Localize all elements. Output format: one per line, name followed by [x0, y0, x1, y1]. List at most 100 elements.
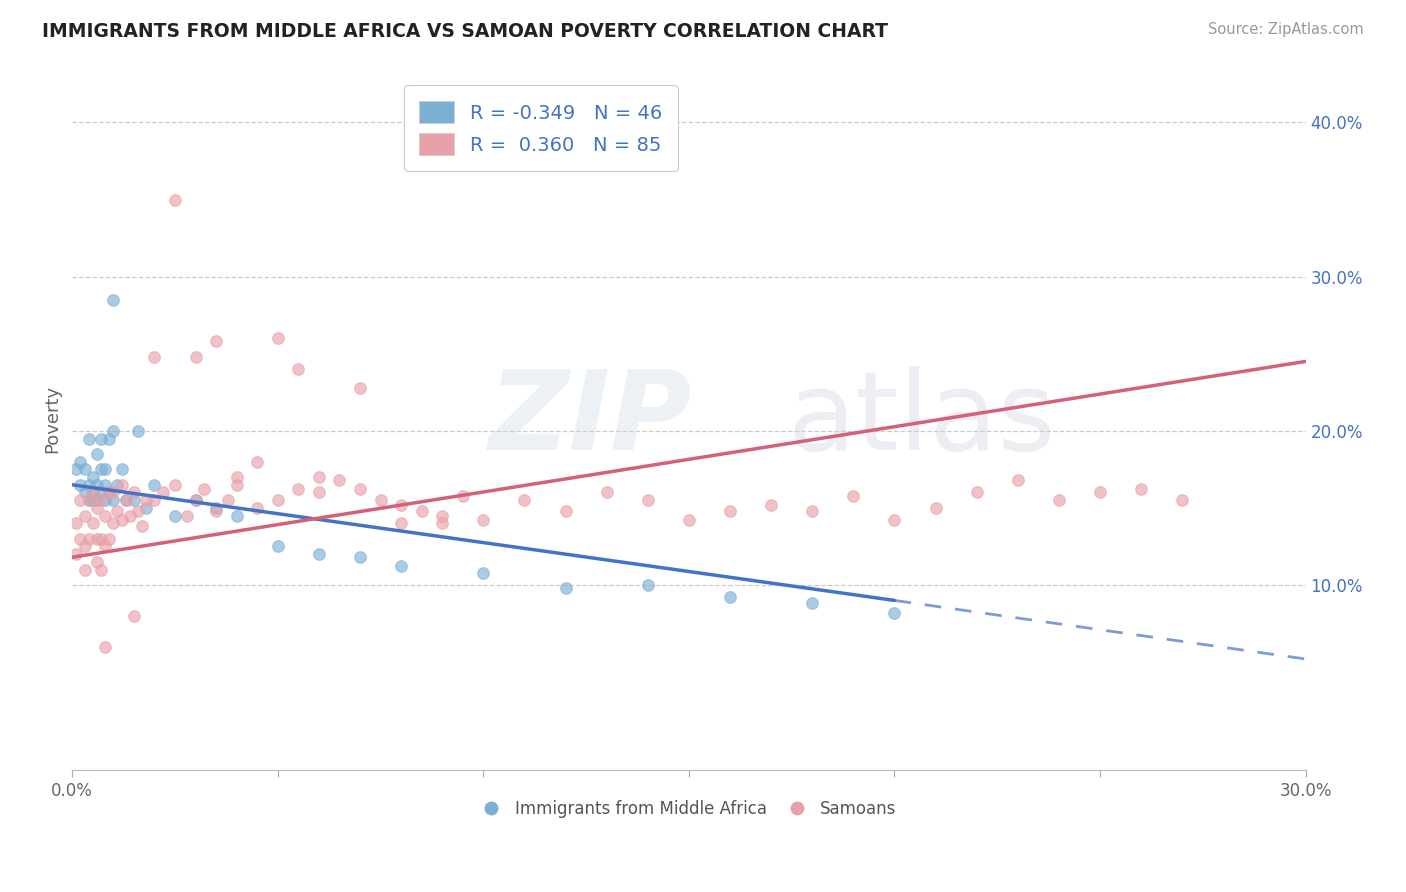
Point [86, 500, 108, 515]
Point [370, 493, 392, 508]
Point [595, 485, 617, 500]
Point [90, 462, 112, 476]
Point [308, 547, 330, 561]
Point [637, 493, 659, 508]
Point [411, 504, 433, 518]
Point [842, 489, 865, 503]
Point [718, 591, 741, 605]
Point [103, 516, 125, 531]
Point [82, 470, 104, 484]
Point [90, 563, 112, 577]
Point [1088, 485, 1111, 500]
Point [94, 508, 117, 523]
Point [98, 432, 121, 446]
Point [94, 462, 117, 476]
Point [94, 477, 117, 491]
Point [432, 516, 454, 531]
Point [118, 508, 141, 523]
Point [176, 508, 198, 523]
Point [217, 493, 239, 508]
Point [107, 504, 129, 518]
Point [103, 293, 125, 307]
Point [122, 608, 145, 623]
Point [759, 498, 782, 512]
Point [143, 350, 166, 364]
Point [94, 493, 117, 508]
Point [90, 532, 112, 546]
Point [98, 485, 121, 500]
Point [135, 493, 157, 508]
Point [65, 462, 87, 476]
Point [472, 128, 495, 142]
Point [98, 485, 121, 500]
Point [637, 578, 659, 592]
Point [69, 477, 91, 491]
Point [86, 532, 108, 546]
Point [389, 559, 412, 574]
Point [131, 519, 153, 533]
Point [287, 483, 309, 497]
Point [184, 350, 207, 364]
Text: Source: ZipAtlas.com: Source: ZipAtlas.com [1208, 22, 1364, 37]
Point [77, 432, 100, 446]
Point [267, 493, 290, 508]
Point [246, 500, 269, 515]
Point [472, 513, 495, 527]
Point [86, 447, 108, 461]
Text: IMMIGRANTS FROM MIDDLE AFRICA VS SAMOAN POVERTY CORRELATION CHART: IMMIGRANTS FROM MIDDLE AFRICA VS SAMOAN … [42, 22, 889, 41]
Point [184, 493, 207, 508]
Point [73, 485, 96, 500]
Point [924, 500, 946, 515]
Point [77, 532, 100, 546]
Point [267, 540, 290, 554]
Point [90, 485, 112, 500]
Point [883, 606, 905, 620]
Point [114, 493, 136, 508]
Point [225, 470, 247, 484]
Point [73, 540, 96, 554]
Point [94, 640, 117, 654]
Point [389, 516, 412, 531]
Point [513, 493, 536, 508]
Point [308, 485, 330, 500]
Point [110, 477, 132, 491]
Point [73, 563, 96, 577]
Point [205, 500, 228, 515]
Point [73, 508, 96, 523]
Point [308, 470, 330, 484]
Point [184, 493, 207, 508]
Point [90, 432, 112, 446]
Point [103, 493, 125, 508]
Point [90, 493, 112, 508]
Point [143, 477, 166, 491]
Point [883, 513, 905, 527]
Point [554, 504, 576, 518]
Point [432, 508, 454, 523]
Legend: Immigrants from Middle Africa, Samoans: Immigrants from Middle Africa, Samoans [475, 794, 903, 825]
Point [163, 477, 186, 491]
Point [1007, 473, 1029, 487]
Point [86, 555, 108, 569]
Point [451, 489, 474, 503]
Point [65, 516, 87, 531]
Point [103, 424, 125, 438]
Point [107, 477, 129, 491]
Point [205, 504, 228, 518]
Point [69, 532, 91, 546]
Text: atlas: atlas [787, 366, 1056, 473]
Point [82, 493, 104, 508]
Y-axis label: Poverty: Poverty [44, 385, 60, 453]
Point [554, 581, 576, 595]
Point [135, 500, 157, 515]
Point [86, 477, 108, 491]
Point [349, 483, 371, 497]
Point [127, 424, 149, 438]
Point [267, 331, 290, 345]
Point [801, 597, 824, 611]
Point [287, 362, 309, 376]
Point [246, 455, 269, 469]
Point [98, 532, 121, 546]
Point [152, 485, 174, 500]
Point [163, 508, 186, 523]
Point [1130, 483, 1153, 497]
